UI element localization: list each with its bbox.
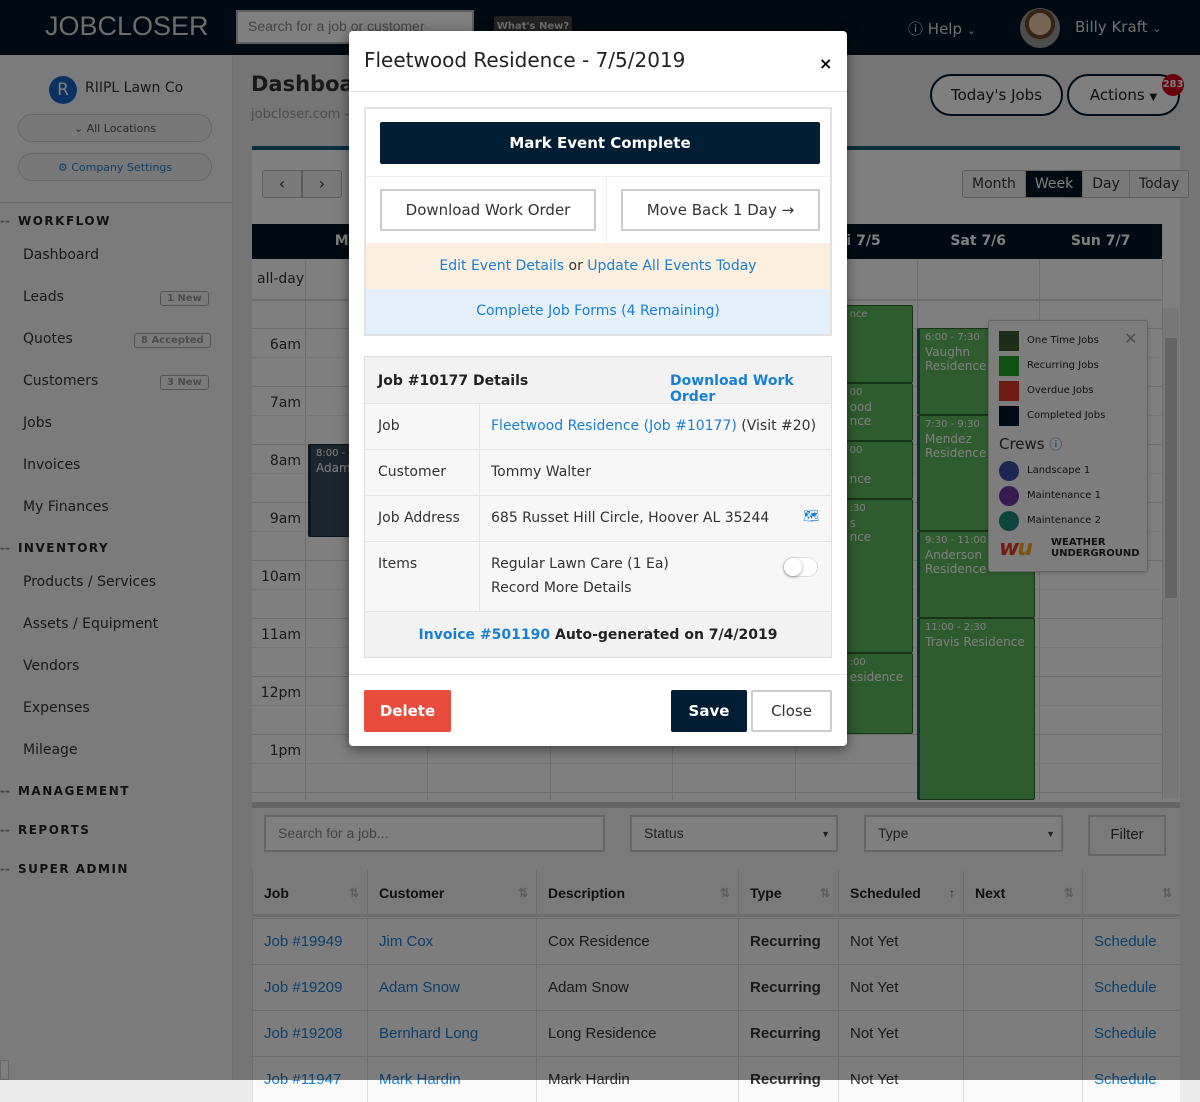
move-back-1-day-button[interactable]: Move Back 1 Day →: [621, 189, 820, 231]
job-address-value: 685 Russet Hill Circle, Hoover AL 35244: [491, 510, 770, 526]
modal-header-divider: [349, 91, 847, 92]
item-value: Regular Lawn Care (1 Ea): [491, 556, 669, 572]
complete-job-forms-link[interactable]: Complete Job Forms (4 Remaining): [476, 303, 720, 319]
job-details-panel: Job #10177 Details Download Work Order J…: [364, 356, 832, 658]
edit-event-bar: Edit Event Details or Update All Events …: [366, 243, 830, 289]
address-row: Job Address 685 Russet Hill Circle, Hoov…: [365, 495, 831, 541]
job-details-title: Job #10177 Details: [378, 373, 529, 389]
item-complete-toggle[interactable]: [783, 557, 818, 577]
modal-footer-divider: [349, 674, 847, 675]
or-text: or: [564, 258, 588, 274]
divider: [366, 176, 830, 177]
event-actions-panel: Mark Event Complete Download Work Order …: [364, 107, 832, 336]
details-download-work-order-link[interactable]: Download Work Order: [670, 373, 794, 405]
modal-title: Fleetwood Residence - 7/5/2019: [364, 48, 686, 72]
items-row: Items Regular Lawn Care (1 Ea) Record Mo…: [365, 541, 831, 611]
close-button[interactable]: Close: [751, 690, 832, 732]
items-label: Items: [378, 556, 418, 572]
job-link[interactable]: Fleetwood Residence (Job #10177): [491, 418, 737, 434]
toggle-knob: [784, 558, 802, 576]
download-work-order-button[interactable]: Download Work Order: [380, 189, 596, 231]
customer-row: Customer Tommy Walter: [365, 449, 831, 495]
close-icon[interactable]: ×: [819, 54, 833, 73]
customer-link[interactable]: Tommy Walter: [491, 464, 592, 480]
record-more-details-link[interactable]: Record More Details: [491, 580, 632, 596]
update-all-events-link[interactable]: Update All Events Today: [587, 258, 757, 274]
job-address-label: Job Address: [378, 510, 460, 526]
event-modal: Fleetwood Residence - 7/5/2019 × Mark Ev…: [349, 31, 847, 746]
invoice-text: Auto-generated on 7/4/2019: [550, 627, 778, 643]
edit-event-details-link[interactable]: Edit Event Details: [439, 258, 565, 274]
delete-button[interactable]: Delete: [364, 690, 451, 732]
mark-event-complete-button[interactable]: Mark Event Complete: [380, 122, 820, 164]
customer-label: Customer: [378, 464, 447, 480]
map-icon[interactable]: 🗺: [803, 509, 820, 524]
job-row: Job Fleetwood Residence (Job #10177) (Vi…: [365, 403, 831, 449]
job-label: Job: [378, 418, 400, 434]
divider: [606, 176, 607, 243]
invoice-link[interactable]: Invoice #501190: [418, 627, 551, 643]
invoice-row: Invoice #501190 Auto-generated on 7/4/20…: [365, 611, 831, 657]
visit-number: (Visit #20): [736, 418, 817, 434]
save-button[interactable]: Save: [671, 690, 747, 732]
job-forms-bar: Complete Job Forms (4 Remaining): [366, 289, 830, 334]
divider: [479, 403, 480, 611]
job-value: Fleetwood Residence (Job #10177) (Visit …: [491, 418, 816, 434]
